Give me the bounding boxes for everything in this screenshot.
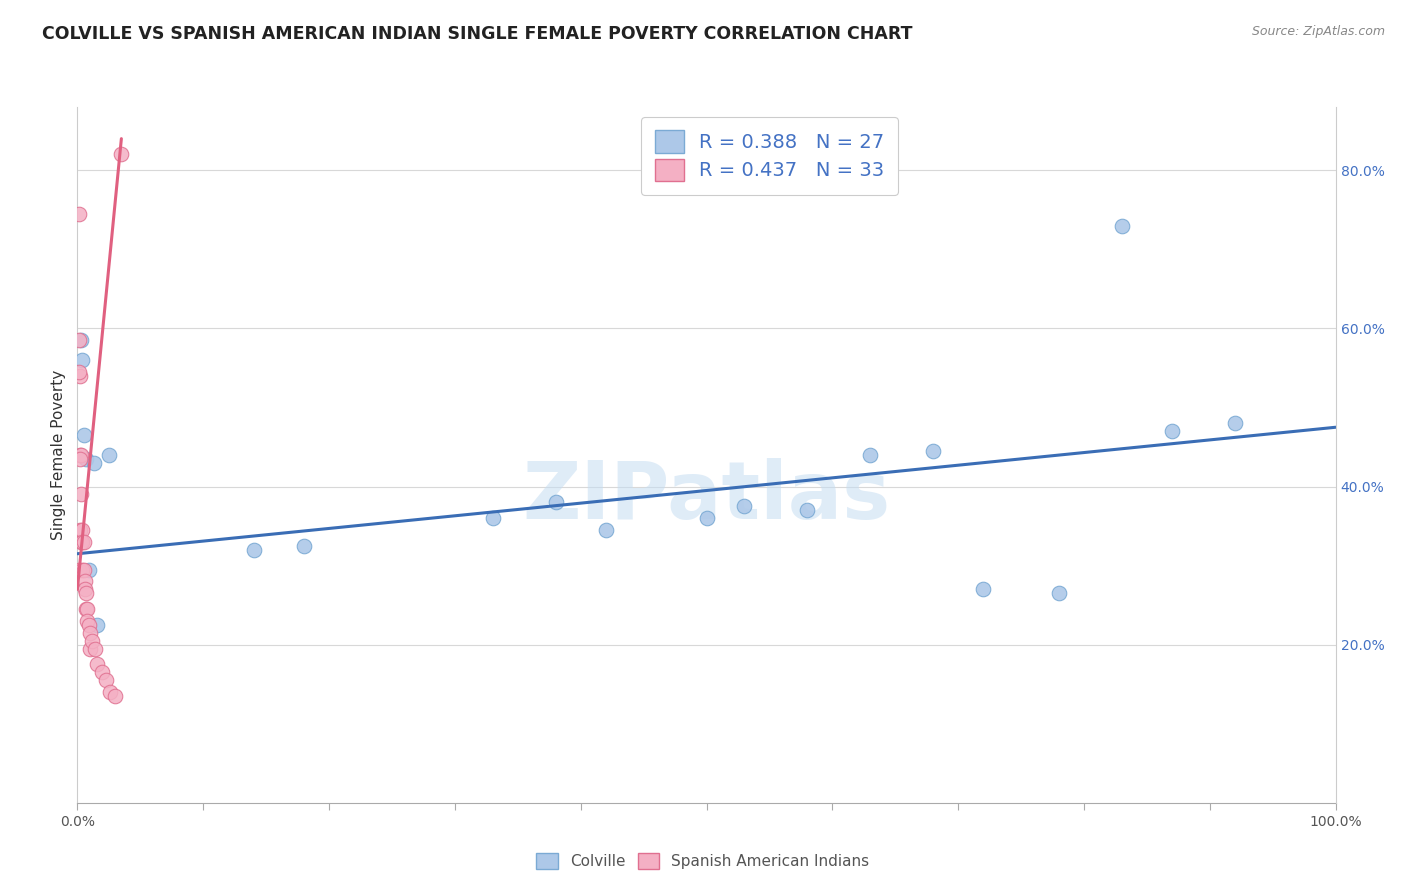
Point xyxy=(67,207,90,221)
Point xyxy=(76,602,98,616)
Point xyxy=(72,353,94,368)
Point xyxy=(859,448,882,462)
Point xyxy=(79,641,101,656)
Point xyxy=(75,586,97,600)
Point xyxy=(67,365,90,379)
Point xyxy=(70,534,93,549)
Point xyxy=(69,451,91,466)
Point xyxy=(72,534,94,549)
Point xyxy=(72,523,94,537)
Point xyxy=(69,523,91,537)
Point xyxy=(86,657,108,672)
Point xyxy=(733,500,755,514)
Point xyxy=(98,685,121,699)
Y-axis label: Single Female Poverty: Single Female Poverty xyxy=(51,370,66,540)
Point xyxy=(242,542,264,557)
Point xyxy=(72,428,94,442)
Point xyxy=(96,673,118,688)
Point xyxy=(72,563,94,577)
Point xyxy=(110,147,132,161)
Point xyxy=(86,618,108,632)
Point xyxy=(77,563,100,577)
Legend: Colville, Spanish American Indians: Colville, Spanish American Indians xyxy=(530,847,876,875)
Point xyxy=(1111,219,1133,233)
Point xyxy=(76,614,98,628)
Point xyxy=(67,563,90,577)
Point xyxy=(1047,586,1070,600)
Point xyxy=(69,448,91,462)
Point xyxy=(595,523,617,537)
Point xyxy=(75,602,97,616)
Point xyxy=(69,368,91,383)
Point xyxy=(77,618,100,632)
Legend: R = 0.388   N = 27, R = 0.437   N = 33: R = 0.388 N = 27, R = 0.437 N = 33 xyxy=(641,117,898,194)
Point xyxy=(544,495,567,509)
Point xyxy=(72,563,94,577)
Text: ZIPatlas: ZIPatlas xyxy=(523,458,890,536)
Point xyxy=(70,487,93,501)
Point xyxy=(82,633,104,648)
Point xyxy=(70,448,93,462)
Point xyxy=(972,582,994,597)
Point xyxy=(79,625,101,640)
Point xyxy=(481,511,503,525)
Point xyxy=(70,333,93,347)
Point xyxy=(73,574,96,589)
Point xyxy=(97,448,120,462)
Point xyxy=(83,456,105,470)
Point xyxy=(1223,417,1246,431)
Point xyxy=(91,665,114,680)
Point xyxy=(84,641,107,656)
Text: COLVILLE VS SPANISH AMERICAN INDIAN SINGLE FEMALE POVERTY CORRELATION CHART: COLVILLE VS SPANISH AMERICAN INDIAN SING… xyxy=(42,25,912,43)
Point xyxy=(104,689,127,703)
Point xyxy=(75,451,97,466)
Point xyxy=(72,534,94,549)
Point xyxy=(292,539,315,553)
Point xyxy=(67,333,90,347)
Point xyxy=(696,511,718,525)
Point xyxy=(73,582,96,597)
Text: Source: ZipAtlas.com: Source: ZipAtlas.com xyxy=(1251,25,1385,38)
Point xyxy=(796,503,818,517)
Point xyxy=(1161,424,1184,438)
Point xyxy=(922,444,945,458)
